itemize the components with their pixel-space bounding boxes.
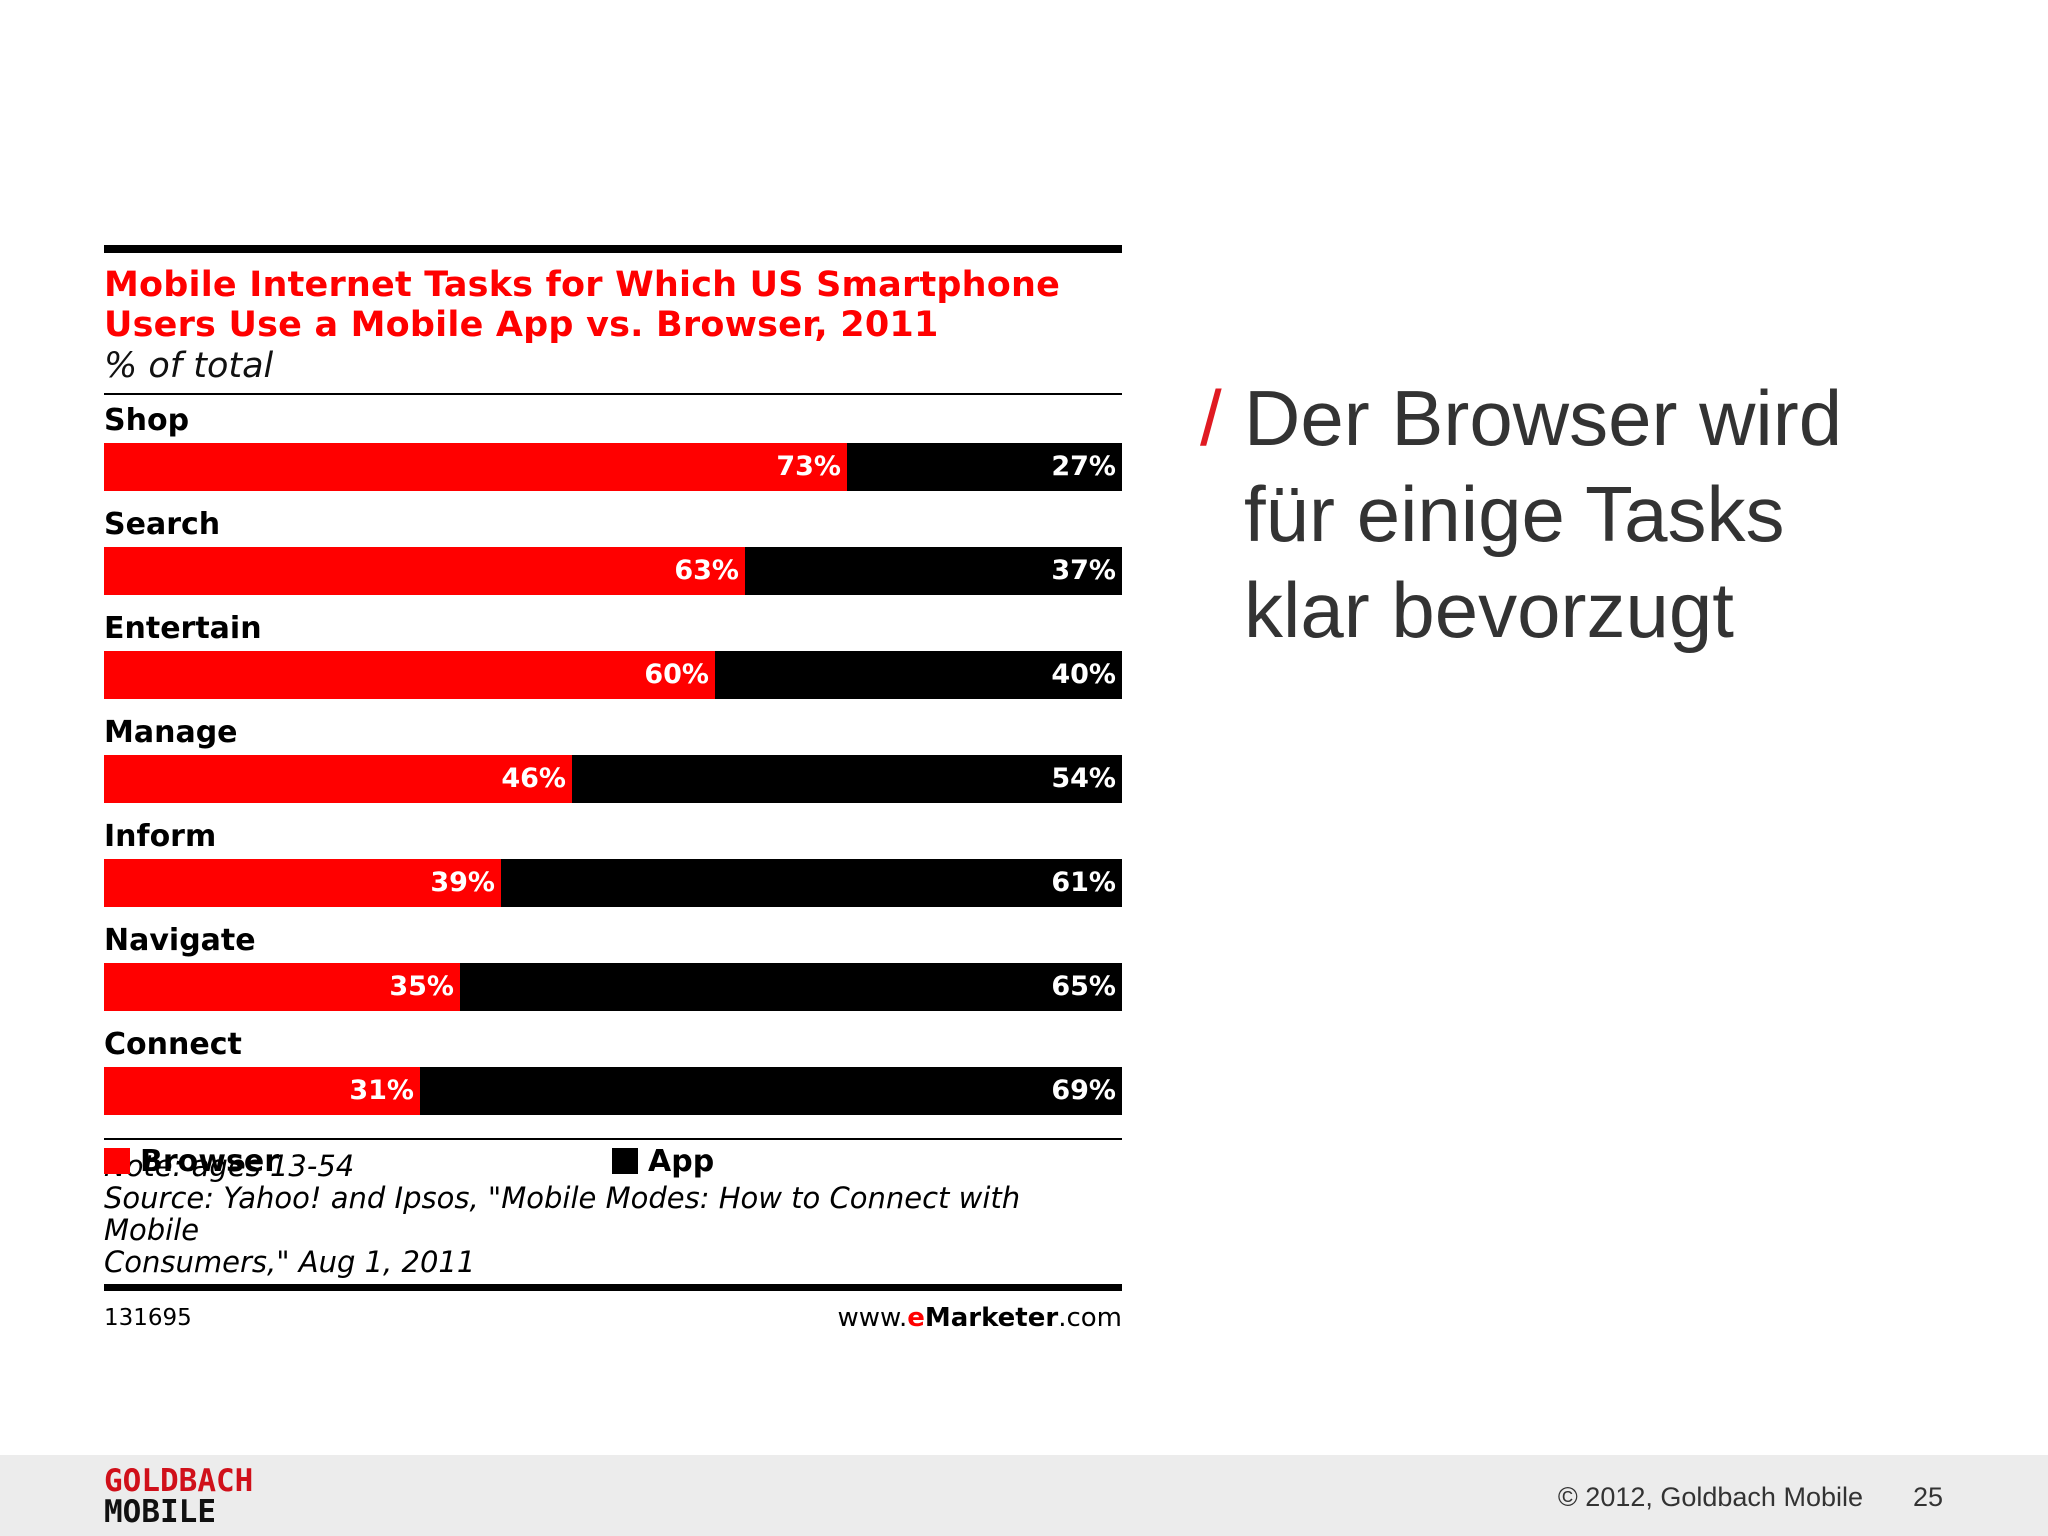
logo-line-1: GOLDBACH bbox=[104, 1463, 254, 1499]
legend-label: Browser bbox=[140, 1143, 279, 1179]
logo-line-2: MOBILE bbox=[104, 1494, 216, 1530]
bar-segment-app bbox=[715, 651, 1122, 699]
bar-segment-app bbox=[501, 859, 1122, 907]
bars-area: Shop 73% 27% Search 63% 37% Entertain 60% 40% Man… bbox=[104, 403, 1122, 1179]
bar-segment-browser bbox=[104, 547, 745, 595]
footer-band bbox=[0, 1455, 2048, 1536]
bar-segment-app bbox=[572, 755, 1122, 803]
chart-subtitle: % of total bbox=[104, 346, 274, 386]
data-label: 39% bbox=[430, 867, 495, 898]
legend-label: App bbox=[648, 1143, 715, 1179]
bar-row: 63% 37% bbox=[104, 547, 1122, 595]
bar-segment-app bbox=[420, 1067, 1122, 1115]
category-label: Shop bbox=[104, 403, 190, 438]
category-label: Navigate bbox=[104, 923, 256, 958]
category-label: Inform bbox=[104, 819, 217, 854]
chart-notes-rule bbox=[104, 1138, 1122, 1140]
stacked-bar-chart: Mobile Internet Tasks for Which US Smart… bbox=[104, 245, 1122, 1337]
brand-suffix: .com bbox=[1058, 1303, 1122, 1333]
bar-row: 60% 40% bbox=[104, 651, 1122, 699]
source-line-1: Source: Yahoo! and Ipsos, "Mobile Modes:… bbox=[104, 1181, 1021, 1247]
bar-row: 31% 69% bbox=[104, 1067, 1122, 1115]
legend-item: App bbox=[612, 1141, 714, 1181]
chart-title: Mobile Internet Tasks for Which US Smart… bbox=[104, 265, 1061, 345]
data-label: 54% bbox=[1051, 763, 1116, 794]
category-label: Search bbox=[104, 507, 221, 542]
chart-bottom-rule bbox=[104, 1284, 1122, 1291]
source-line-2: Consumers," Aug 1, 2011 bbox=[104, 1245, 476, 1279]
bar-row: 46% 54% bbox=[104, 755, 1122, 803]
data-label: 65% bbox=[1051, 971, 1116, 1002]
headline-line-1: Der Browser wird bbox=[1244, 374, 1843, 462]
bar-segment-browser bbox=[104, 859, 501, 907]
chart-title-rule bbox=[104, 393, 1122, 395]
data-label: 31% bbox=[349, 1075, 414, 1106]
brand-name: Marketer bbox=[924, 1303, 1059, 1333]
data-label: 61% bbox=[1051, 867, 1116, 898]
headline-line-2: für einige Tasks bbox=[1244, 470, 1785, 558]
page-number: 25 bbox=[1912, 1482, 1943, 1512]
brand-prefix: www. bbox=[837, 1303, 908, 1333]
data-label: 60% bbox=[644, 659, 709, 690]
bar-row: 39% 61% bbox=[104, 859, 1122, 907]
bar-row: 35% 65% bbox=[104, 963, 1122, 1011]
chart-notes: Note: ages 13-54 Source: Yahoo! and Ipso… bbox=[104, 1150, 1122, 1278]
data-label: 73% bbox=[776, 451, 841, 482]
chart-footer: 131695 www.eMarketer.com bbox=[104, 1297, 1122, 1337]
data-label: 40% bbox=[1051, 659, 1116, 690]
bar-segment-app bbox=[847, 443, 1122, 491]
category-label: Connect bbox=[104, 1027, 242, 1062]
slide-headline: / Der Browser wird für einige Tasks klar… bbox=[1200, 370, 2020, 658]
chart-id: 131695 bbox=[104, 1305, 192, 1331]
data-label: 37% bbox=[1051, 555, 1116, 586]
chart-top-rule bbox=[104, 245, 1122, 253]
bar-segment-browser bbox=[104, 1067, 420, 1115]
headline-slash: / bbox=[1200, 374, 1222, 462]
bar-segment-browser bbox=[104, 963, 460, 1011]
legend: Browser App bbox=[104, 1141, 1122, 1181]
legend-swatch bbox=[104, 1148, 130, 1174]
bar-segment-browser bbox=[104, 755, 572, 803]
bar-segment-app bbox=[460, 963, 1122, 1011]
data-label: 27% bbox=[1051, 451, 1116, 482]
category-label: Entertain bbox=[104, 611, 262, 646]
copyright: © 2012, Goldbach Mobile bbox=[1557, 1482, 1863, 1512]
data-label: 63% bbox=[674, 555, 739, 586]
legend-swatch bbox=[612, 1148, 638, 1174]
bar-segment-browser bbox=[104, 443, 847, 491]
emarketer-brand: www.eMarketer.com bbox=[838, 1303, 1122, 1333]
bar-row: 73% 27% bbox=[104, 443, 1122, 491]
data-label: 35% bbox=[389, 971, 454, 1002]
bar-segment-browser bbox=[104, 651, 715, 699]
note-line: Note: ages 13-54 bbox=[104, 1149, 355, 1183]
data-label: 46% bbox=[501, 763, 566, 794]
brand-e: e bbox=[907, 1303, 925, 1333]
legend-item: Browser bbox=[104, 1141, 279, 1181]
headline-line-3: klar bevorzugt bbox=[1244, 566, 1734, 654]
category-label: Manage bbox=[104, 715, 238, 750]
data-label: 69% bbox=[1051, 1075, 1116, 1106]
bar-segment-app bbox=[745, 547, 1122, 595]
goldbach-mobile-logo: GOLDBACH MOBILE bbox=[104, 1466, 253, 1528]
